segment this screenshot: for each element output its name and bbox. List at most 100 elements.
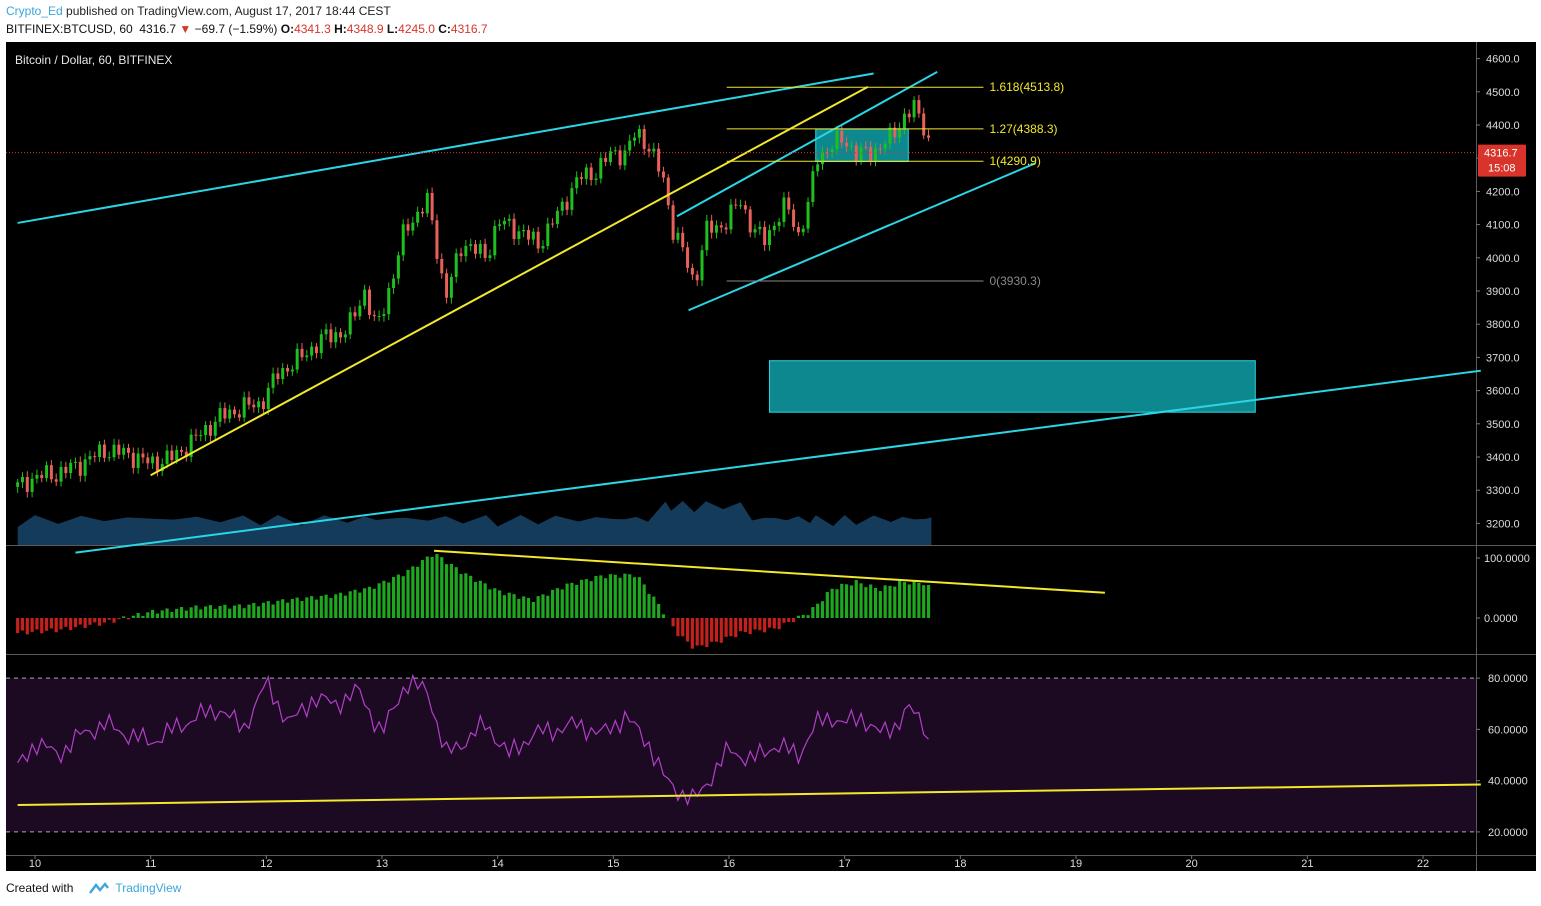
histogram-bar xyxy=(194,605,198,618)
candle-body xyxy=(228,409,232,419)
candle-body xyxy=(59,466,63,482)
histogram-bar xyxy=(420,560,425,618)
time-axis-label: 14 xyxy=(492,858,504,870)
candle-body xyxy=(792,209,796,227)
histogram-bar xyxy=(459,574,463,618)
histogram-bar xyxy=(623,573,627,618)
candle-body xyxy=(767,230,771,246)
histogram-bar xyxy=(830,588,834,618)
candle-body xyxy=(681,232,685,248)
candle-body xyxy=(16,482,20,487)
candle-body xyxy=(165,450,169,464)
histogram-bar xyxy=(825,592,829,618)
candle-body xyxy=(584,167,588,179)
price-axis-label: 3300.0 xyxy=(1486,485,1520,497)
histogram-bar xyxy=(242,608,246,618)
histogram-bar xyxy=(570,582,574,618)
chart-svg[interactable]: 1.618(4513.8) 1.27(4388.3) 1(4290.9) 0(3930… xyxy=(6,42,1536,871)
price-axis-label: 4000.0 xyxy=(1486,253,1520,265)
histogram-bar xyxy=(488,589,492,618)
candle-body xyxy=(493,226,497,256)
chart-area[interactable]: 1.618(4513.8) 1.27(4388.3) 1(4290.9) 0(3930… xyxy=(6,42,1536,871)
open-label: O: xyxy=(280,22,295,36)
candle-body xyxy=(541,246,545,249)
histogram-bar xyxy=(295,597,299,618)
candle-body xyxy=(257,401,261,408)
histogram-bar xyxy=(271,604,275,618)
histogram-bar xyxy=(893,586,897,618)
time-axis-label: 19 xyxy=(1070,858,1082,870)
publish-info: Crypto_Ed published on TradingView.com, … xyxy=(6,4,391,18)
histogram-bar xyxy=(661,614,666,618)
histogram-bar xyxy=(859,583,863,618)
candle-body xyxy=(353,312,357,317)
histogram-bar xyxy=(107,618,111,620)
histogram-bar xyxy=(367,586,372,618)
histogram-bar xyxy=(305,597,309,618)
candle-body xyxy=(252,404,256,408)
histogram-bar xyxy=(898,580,902,618)
candle-body xyxy=(88,456,92,460)
histogram-bar xyxy=(604,578,608,618)
histogram-bar xyxy=(816,603,820,618)
histogram-bar xyxy=(334,594,338,618)
time-axis-label: 12 xyxy=(260,858,272,870)
histogram-bar xyxy=(25,618,29,635)
time-axis-label: 17 xyxy=(839,858,851,870)
candle-body xyxy=(184,451,188,457)
histogram-bar xyxy=(796,615,800,618)
histogram-bar xyxy=(319,595,323,618)
time-axis-label: 16 xyxy=(723,858,735,870)
candle-body xyxy=(671,205,675,240)
candle-body xyxy=(464,245,468,257)
histogram-bar xyxy=(252,602,256,618)
candle-body xyxy=(425,193,429,214)
histogram-bar xyxy=(541,594,545,618)
fib-level-label: 0(3930.3) xyxy=(989,274,1040,288)
histogram-bar xyxy=(594,576,598,618)
price-axis-label: 3700.0 xyxy=(1486,352,1520,364)
candle-body xyxy=(131,452,135,468)
candle-body xyxy=(218,408,222,422)
candle-body xyxy=(869,146,873,162)
histogram-bar xyxy=(35,618,39,630)
candle-body xyxy=(898,128,902,138)
change-value: −69.7 (−1.59%) xyxy=(194,22,278,36)
histogram-bar xyxy=(266,601,270,618)
histogram-bar xyxy=(314,599,319,618)
candle-body xyxy=(599,157,603,179)
candle-body xyxy=(266,387,270,409)
histogram-bar xyxy=(652,596,656,618)
histogram-bar xyxy=(218,606,222,618)
candle-body xyxy=(319,334,323,354)
histogram-bar xyxy=(864,587,868,618)
histogram-bar xyxy=(122,616,126,618)
histogram-bar xyxy=(131,615,135,618)
candle-body xyxy=(339,332,343,338)
histogram-bar xyxy=(290,598,294,618)
time-axis-label: 20 xyxy=(1186,858,1198,870)
candle-body xyxy=(93,456,97,458)
histogram-bar xyxy=(791,618,796,623)
candle-body xyxy=(310,346,314,356)
tradingview-link[interactable]: TradingView xyxy=(79,881,181,895)
candle-body xyxy=(502,220,506,225)
candle-body xyxy=(199,435,203,437)
candle-body xyxy=(618,150,622,166)
histogram-bar xyxy=(637,577,641,618)
histogram-bar xyxy=(343,595,347,618)
candle-body xyxy=(816,164,820,172)
candle-body xyxy=(295,348,299,370)
histogram-bar xyxy=(844,584,849,618)
candle-body xyxy=(314,346,318,354)
histogram-bar xyxy=(338,592,343,618)
histogram-bar xyxy=(44,618,49,631)
histogram-bar xyxy=(869,584,873,618)
candle-body xyxy=(78,461,82,476)
candle-body xyxy=(642,128,646,149)
histogram-bar xyxy=(396,574,400,618)
candle-body xyxy=(758,226,762,230)
candle-body xyxy=(743,205,747,210)
author-link[interactable]: Crypto_Ed xyxy=(6,4,63,18)
chart-title: Bitcoin / Dollar, 60, BITFINEX xyxy=(15,53,172,67)
